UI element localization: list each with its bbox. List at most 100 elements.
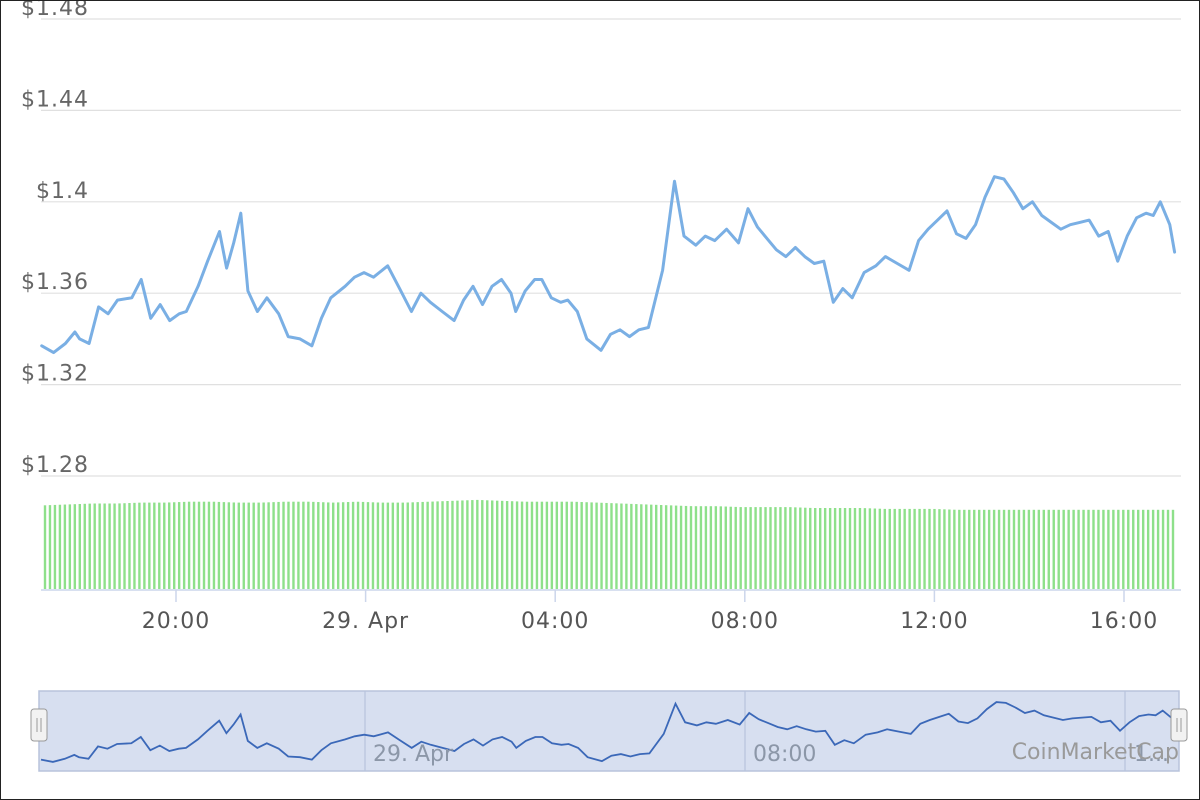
volume-bar xyxy=(973,509,976,589)
volume-bar xyxy=(525,501,529,589)
navigator[interactable]: 29. Apr 08:00 1...CoinMarketCap xyxy=(30,690,1188,772)
volume-bar xyxy=(1052,509,1055,589)
volume-bar xyxy=(848,508,852,589)
volume-bar xyxy=(322,502,325,589)
volume-bar xyxy=(401,502,404,589)
volume-bar xyxy=(590,502,593,589)
volume-bar xyxy=(635,504,638,589)
volume-bar xyxy=(366,502,370,589)
volume-bars xyxy=(43,499,1175,589)
volume-bar xyxy=(1127,509,1130,589)
volume-bar xyxy=(158,502,161,589)
volume-bar xyxy=(655,504,658,589)
navigator-handle-left[interactable] xyxy=(30,708,48,742)
volume-bar xyxy=(252,502,255,589)
volume-bar xyxy=(1161,509,1165,589)
volume-bar xyxy=(953,509,956,589)
volume-bar xyxy=(163,502,166,589)
handle-body[interactable] xyxy=(30,708,48,742)
volume-bar xyxy=(446,501,449,589)
volume-bar xyxy=(520,501,524,589)
volume-bar xyxy=(744,507,747,589)
volume-bar xyxy=(461,500,464,589)
volume-bar xyxy=(878,508,882,589)
volume-bar xyxy=(172,502,176,589)
volume-bar xyxy=(809,507,812,589)
y-tick-label: $1.36 xyxy=(21,270,89,295)
volume-bar xyxy=(1057,509,1060,589)
volume-bar xyxy=(341,502,345,589)
volume-bar xyxy=(1042,509,1046,589)
volume-bar xyxy=(436,501,439,589)
handle-body[interactable] xyxy=(1170,708,1188,742)
volume-bar xyxy=(928,508,931,589)
volume-bar xyxy=(923,508,926,589)
volume-bar xyxy=(570,501,573,589)
volume-bar xyxy=(724,506,727,589)
volume-bar xyxy=(500,500,504,589)
volume-bar xyxy=(898,508,901,589)
volume-bar xyxy=(789,507,792,589)
volume-bar xyxy=(893,508,896,589)
volume-bar xyxy=(689,506,693,589)
volume-bar xyxy=(123,503,126,589)
volume-bar xyxy=(48,505,52,589)
volume-bar xyxy=(908,508,911,589)
volume-bar xyxy=(495,500,499,589)
volume-bar xyxy=(918,508,921,589)
volume-bar xyxy=(530,501,534,589)
volume-bar xyxy=(943,509,946,589)
volume-bar xyxy=(297,501,300,589)
navigator-handle-right[interactable] xyxy=(1170,708,1188,742)
price-series xyxy=(40,175,1177,355)
volume-bar xyxy=(68,504,72,589)
volume-bar xyxy=(565,501,568,589)
volume-bar xyxy=(53,504,57,589)
volume-bar xyxy=(287,501,290,589)
volume-bar xyxy=(491,500,494,589)
volume-bar xyxy=(963,509,966,589)
volume-bar xyxy=(883,508,886,589)
volume-bar xyxy=(674,505,678,589)
volume-bar xyxy=(441,501,444,589)
volume-bar xyxy=(247,502,250,589)
volume-bar xyxy=(267,502,270,589)
volume-bar xyxy=(391,502,395,589)
volume-bar xyxy=(237,502,240,589)
volume-bar xyxy=(133,502,136,589)
y-tick-label: $1.4 xyxy=(36,179,89,204)
volume-bar xyxy=(1171,509,1175,589)
y-tick-label: $1.28 xyxy=(21,453,89,478)
navigator-label: 1... xyxy=(1134,742,1169,767)
volume-bar xyxy=(799,507,802,589)
volume-bar xyxy=(1017,509,1021,589)
volume-bar xyxy=(451,500,454,589)
volume-bar xyxy=(43,505,47,589)
volume-bar xyxy=(575,501,578,589)
volume-bar xyxy=(560,501,563,589)
volume-bar xyxy=(371,502,375,589)
volume-bar xyxy=(978,509,981,589)
volume-bar xyxy=(1012,509,1016,589)
volume-bar xyxy=(327,502,330,589)
volume-bar xyxy=(1047,509,1050,589)
volume-bar xyxy=(312,501,315,589)
volume-bar xyxy=(58,504,62,589)
volume-bar xyxy=(838,508,842,589)
volume-bar xyxy=(759,507,762,589)
volume-bar xyxy=(1122,509,1125,589)
volume-bar xyxy=(704,506,708,589)
volume-bar xyxy=(814,508,817,589)
volume-bar xyxy=(510,501,514,589)
volume-bar xyxy=(426,501,429,589)
volume-bar xyxy=(1102,509,1105,589)
volume-bar xyxy=(143,502,146,589)
x-tick-label: 20:00 xyxy=(142,609,210,634)
volume-bar xyxy=(719,506,723,589)
x-tick-label: 16:00 xyxy=(1090,609,1158,634)
volume-bar xyxy=(645,504,648,589)
volume-bar xyxy=(804,507,807,589)
volume-bar xyxy=(351,501,355,589)
volume-bar xyxy=(868,508,872,589)
